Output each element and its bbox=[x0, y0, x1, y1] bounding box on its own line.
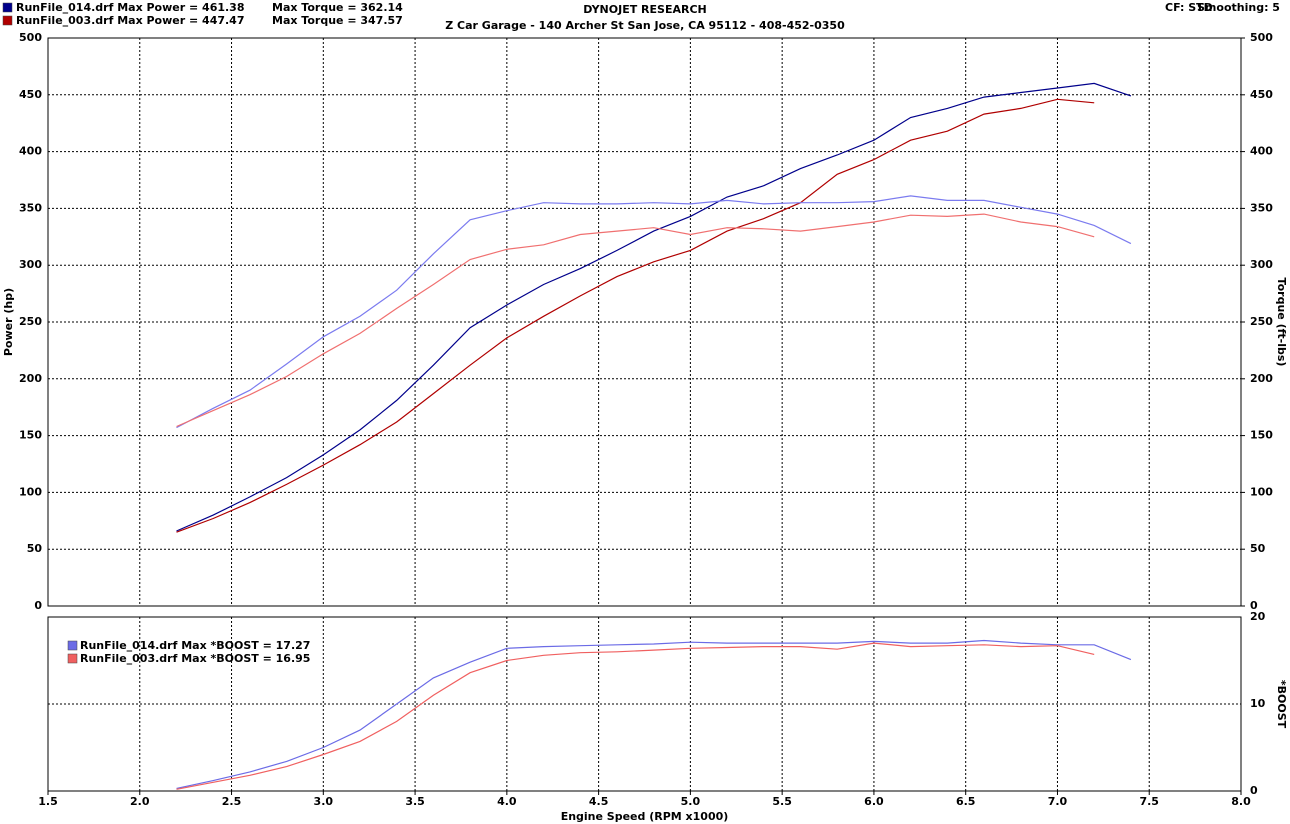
legend-swatch bbox=[67, 653, 78, 664]
y2-tick-label: 200 bbox=[1250, 372, 1273, 385]
series-line bbox=[176, 195, 1132, 429]
y2-tick-label: 450 bbox=[1250, 88, 1273, 101]
y-tick-label: 400 bbox=[19, 145, 42, 158]
x-tick-label: 7.5 bbox=[1139, 795, 1159, 808]
legend-label: Max Torque = 362.14 bbox=[272, 1, 403, 14]
y-tick-label: 10 bbox=[1250, 697, 1266, 710]
series-line bbox=[176, 82, 1132, 532]
y-tick-label: 20 bbox=[1250, 610, 1266, 623]
annotation: Smoothing: 5 bbox=[1197, 1, 1280, 14]
x-axis-title: Engine Speed (RPM x1000) bbox=[561, 810, 729, 823]
x-tick-label: 4.5 bbox=[589, 795, 609, 808]
x-tick-label: 6.5 bbox=[956, 795, 976, 808]
y2-tick-label: 500 bbox=[1250, 31, 1273, 44]
y-tick-label: 50 bbox=[27, 542, 43, 555]
y-tick-label: 200 bbox=[19, 372, 42, 385]
y2-axis-title: Torque (ft-lbs) bbox=[1275, 278, 1288, 367]
series-line bbox=[176, 642, 1095, 790]
x-tick-label: 6.0 bbox=[864, 795, 884, 808]
legend-label: Max Torque = 347.57 bbox=[272, 14, 403, 27]
x-tick-label: 3.0 bbox=[314, 795, 334, 808]
y-tick-label: 350 bbox=[19, 201, 42, 214]
y2-tick-label: 50 bbox=[1250, 542, 1266, 555]
legend-swatch bbox=[67, 640, 78, 651]
x-tick-label: 2.5 bbox=[222, 795, 242, 808]
x-tick-label: 5.0 bbox=[681, 795, 701, 808]
legend-label: RunFile_003.drf Max *BOOST = 16.95 bbox=[80, 652, 310, 665]
legend-label: RunFile_003.drf Max Power = 447.47 bbox=[16, 14, 245, 27]
legend-swatch bbox=[2, 15, 13, 26]
x-tick-label: 5.5 bbox=[772, 795, 792, 808]
y2-tick-label: 400 bbox=[1250, 145, 1273, 158]
plot-frame bbox=[47, 616, 1242, 792]
series-line bbox=[176, 639, 1132, 789]
y2-tick-label: 350 bbox=[1250, 201, 1273, 214]
x-tick-label: 7.0 bbox=[1048, 795, 1068, 808]
x-tick-label: 2.0 bbox=[130, 795, 150, 808]
y-tick-label: 150 bbox=[19, 429, 42, 442]
y-axis-title: Power (hp) bbox=[2, 288, 15, 356]
chart-title: DYNOJET RESEARCH bbox=[583, 3, 706, 16]
annotation: CF: STD bbox=[1165, 1, 1213, 14]
y-tick-label: 250 bbox=[19, 315, 42, 328]
legend-label: RunFile_014.drf Max Power = 461.38 bbox=[16, 1, 245, 14]
y-tick-label: 0 bbox=[34, 599, 42, 612]
series-line bbox=[176, 213, 1095, 428]
chart-subtitle: Z Car Garage - 140 Archer St San Jose, C… bbox=[445, 19, 845, 32]
legend-swatch bbox=[2, 2, 13, 13]
y2-tick-label: 300 bbox=[1250, 258, 1273, 271]
x-tick-label: 3.5 bbox=[405, 795, 425, 808]
y-tick-label: 300 bbox=[19, 258, 42, 271]
y2-tick-label: 0 bbox=[1250, 599, 1258, 612]
y2-tick-label: 250 bbox=[1250, 315, 1273, 328]
y-axis-title: *BOOST bbox=[1275, 680, 1288, 729]
x-tick-label: 4.0 bbox=[497, 795, 517, 808]
y-tick-label: 0 bbox=[1250, 784, 1258, 797]
y2-tick-label: 150 bbox=[1250, 429, 1273, 442]
y-tick-label: 100 bbox=[19, 485, 42, 498]
series-line bbox=[176, 98, 1095, 533]
x-tick-label: 8.0 bbox=[1231, 795, 1251, 808]
legend-label: RunFile_014.drf Max *BOOST = 17.27 bbox=[80, 639, 310, 652]
y-tick-label: 500 bbox=[19, 31, 42, 44]
x-tick-label: 1.5 bbox=[38, 795, 58, 808]
y-tick-label: 450 bbox=[19, 88, 42, 101]
y2-tick-label: 100 bbox=[1250, 485, 1273, 498]
